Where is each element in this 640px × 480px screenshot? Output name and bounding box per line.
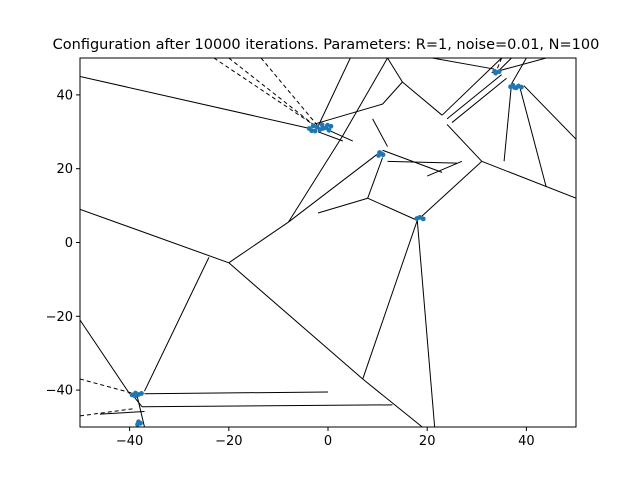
y-tick-label: 20 <box>56 162 73 177</box>
x-axis: −40 −20 0 20 40 <box>116 427 535 449</box>
x-tick-label: 0 <box>324 434 332 449</box>
voronoi-edge <box>342 58 388 136</box>
y-axis: −40 −20 0 20 40 <box>46 88 80 399</box>
voronoi-edge <box>141 404 393 408</box>
data-point <box>320 126 326 131</box>
voronoi-edge <box>416 220 436 427</box>
data-point <box>420 216 426 222</box>
y-tick-label: −40 <box>46 384 73 399</box>
data-point <box>132 393 138 399</box>
voronoi-edge <box>402 81 443 116</box>
voronoi-edge <box>317 131 344 142</box>
voronoi-edge <box>317 197 368 214</box>
voronoi-edge <box>446 124 483 162</box>
data-point <box>312 128 318 134</box>
voronoi-edge <box>382 81 403 105</box>
voronoi-edge <box>362 220 418 380</box>
voronoi-edge <box>312 103 383 125</box>
voronoi-edge <box>228 221 289 264</box>
voronoi-edge <box>382 149 443 173</box>
voronoi-edge <box>372 118 388 147</box>
voronoi-dashed-edge <box>213 58 314 125</box>
data-point <box>496 69 502 75</box>
voronoi-edge <box>80 208 229 264</box>
data-point <box>326 127 332 133</box>
voronoi-dashed-edge <box>80 408 135 417</box>
voronoi-edge <box>287 135 344 223</box>
x-tick-label: 40 <box>518 434 535 449</box>
voronoi-edge <box>518 83 547 188</box>
x-tick-label: −40 <box>116 434 143 449</box>
voronoi-edge <box>416 160 483 221</box>
data-point <box>139 391 144 396</box>
voronoi-dashed-edge <box>228 58 316 127</box>
voronoi-edge <box>362 378 423 427</box>
data-point <box>309 128 315 134</box>
data-point <box>492 68 498 74</box>
voronoi-edge <box>387 160 457 164</box>
voronoi-edge <box>427 160 463 177</box>
data-point <box>325 122 330 128</box>
chart-title: Configuration after 10000 iterations. Pa… <box>53 37 600 53</box>
voronoi-edge <box>327 129 354 142</box>
voronoi-edge <box>228 262 364 380</box>
data-point <box>512 85 517 90</box>
x-tick-label: 20 <box>419 434 436 449</box>
y-tick-label: 0 <box>65 236 73 251</box>
y-tick-label: −20 <box>46 310 73 325</box>
voronoi-edge <box>144 257 210 392</box>
voronoi-edge <box>367 157 384 199</box>
voronoi-edge <box>523 85 576 140</box>
voronoi-dashed-edge <box>260 58 320 128</box>
voronoi-edge <box>144 391 329 395</box>
data-point <box>310 123 316 129</box>
data-point <box>519 84 524 90</box>
voronoi-edge <box>99 411 145 415</box>
voronoi-edge <box>503 83 513 162</box>
voronoi-edge <box>367 197 418 221</box>
voronoi-edge <box>288 153 378 223</box>
data-point <box>377 150 382 155</box>
voronoi-edge <box>481 160 576 199</box>
voronoi-edge <box>446 74 502 120</box>
voronoi-edge <box>80 75 309 129</box>
voronoi-edge <box>317 58 351 127</box>
voronoi-dashed-edge <box>80 378 135 395</box>
data-point <box>135 422 140 427</box>
data-point <box>380 152 386 158</box>
voronoi-edge <box>134 397 143 408</box>
y-tick-label: 40 <box>56 88 73 103</box>
voronoi-edge <box>80 319 131 395</box>
voronoi-edge <box>387 58 403 83</box>
voronoi-edges <box>80 58 576 427</box>
voronoi-edge <box>441 58 502 116</box>
data-points <box>129 68 524 427</box>
voronoi-edge <box>451 77 507 123</box>
voronoi-dashed-edge <box>495 58 503 73</box>
voronoi-edge <box>511 58 527 85</box>
voronoi-edge <box>432 58 495 70</box>
voronoi-dashed-edges <box>80 58 503 417</box>
x-tick-label: −20 <box>215 434 242 449</box>
data-point <box>319 122 325 128</box>
